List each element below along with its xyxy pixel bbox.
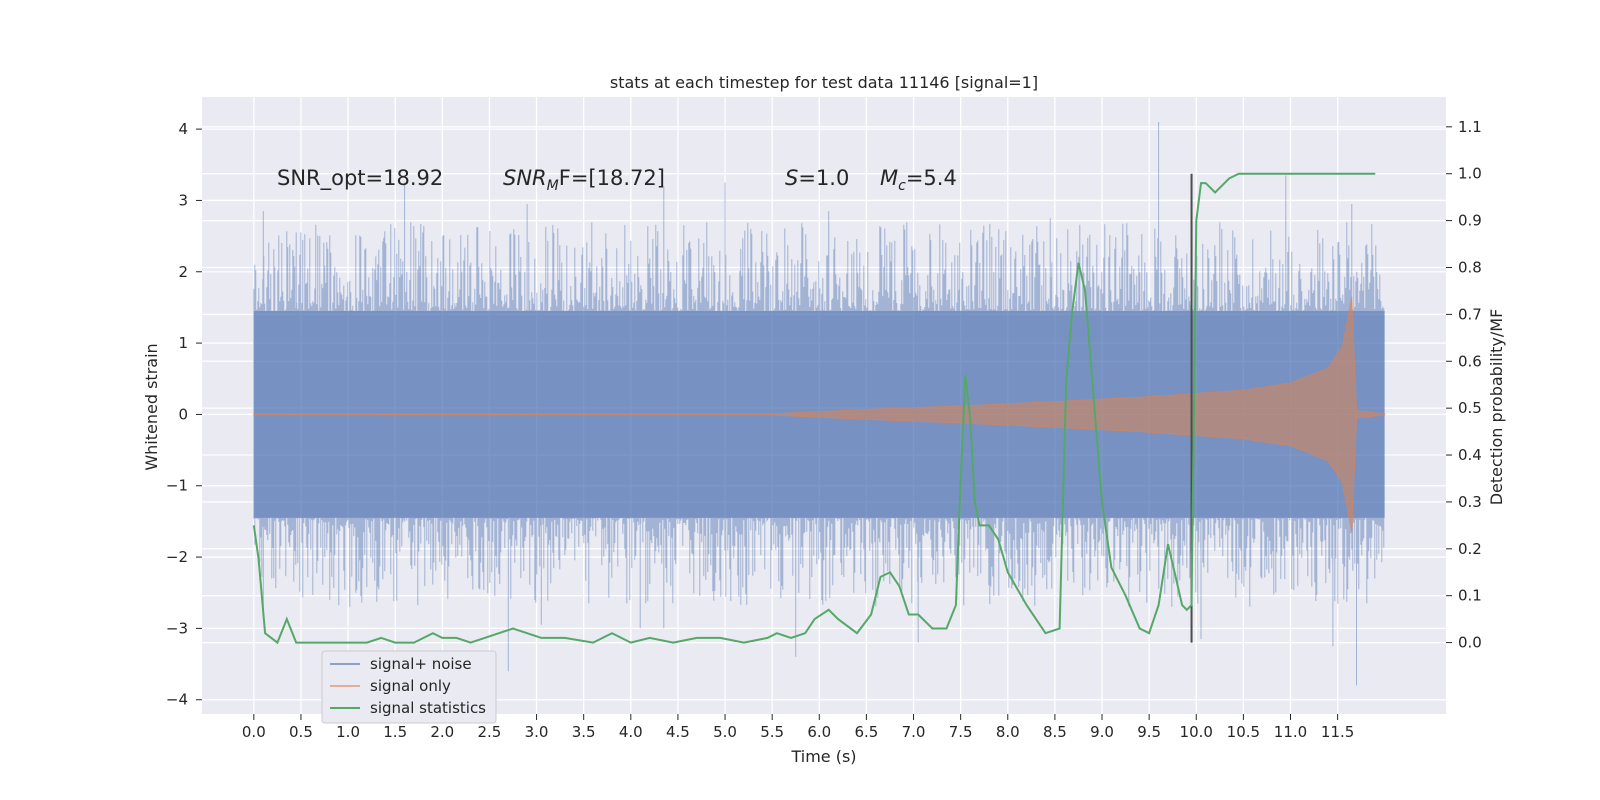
y-tick-label: −1 [166,477,188,495]
x-tick-label: 6.5 [854,723,878,741]
legend-box [321,650,497,724]
y2-tick-label: 0.6 [1458,352,1482,370]
y2-tick-label: 0.4 [1458,446,1482,464]
x-tick-label: 8.0 [996,723,1020,741]
snr-mf-symbol: SNR [503,166,547,190]
y-tick-label: 2 [178,263,188,281]
x-axis-label: Time (s) [790,747,856,766]
y2-axis-label: Detection probability/MF [1487,309,1506,506]
y-tick-label: −2 [166,548,188,566]
y-tick-label: −4 [166,691,188,709]
x-tick-label: 4.0 [619,723,643,741]
annotation-s: S=1.0 [785,166,849,190]
y2-tick-label: 0.1 [1458,587,1482,605]
x-tick-label: 3.0 [525,723,549,741]
x-tick-label: 10.0 [1180,723,1213,741]
x-tick-label: 11.5 [1321,723,1354,741]
annotation-mc: Mc=5.4 [880,166,957,194]
x-tick-label: 5.5 [760,723,784,741]
x-tick-label: 1.5 [383,723,407,741]
y2-tick-label: 0.7 [1458,305,1482,323]
x-tick-label: 11.0 [1274,723,1307,741]
x-tick-label: 4.5 [666,723,690,741]
x-tick-label: 0.5 [289,723,313,741]
y2-tick-label: 1.0 [1458,165,1482,183]
y-tick-label: 4 [178,120,188,138]
x-tick-label: 10.5 [1227,723,1260,741]
signal-statistics-line [252,172,1376,645]
y2-tick-label: 0.0 [1458,634,1482,652]
legend-label-noise: signal+ noise [370,655,472,673]
x-tick-label: 9.5 [1137,723,1161,741]
annotation-snr-opt: SNR_opt=18.92 [277,166,443,191]
legend: signal+ noise signal only signal statist… [321,650,497,724]
y2-tick-label: 0.5 [1458,399,1482,417]
x-tick-label: 3.5 [572,723,596,741]
snr-mf-rest: F=[18.72] [559,166,665,190]
y2-tick-label: 0.3 [1458,493,1482,511]
y-tick-label: 1 [178,334,188,352]
mc-value: =5.4 [906,166,957,190]
chart-title: stats at each timestep for test data 111… [610,73,1038,92]
x-tick-label: 7.5 [949,723,973,741]
x-tick-label: 5.0 [713,723,737,741]
legend-label-signal: signal only [370,677,451,695]
y-tick-label: −3 [166,619,188,637]
y-tick-label: 0 [178,405,188,423]
x-tick-label: 2.0 [430,723,454,741]
x-tick-label: 6.0 [807,723,831,741]
x-tick-label: 7.0 [902,723,926,741]
x-tick-label: 9.0 [1090,723,1114,741]
signal-only-series [252,296,1386,533]
y2-tick-label: 0.2 [1458,540,1482,558]
s-value: =1.0 [798,166,849,190]
x-tick-label: 1.0 [336,723,360,741]
mc-subscript: c [898,178,906,194]
snr-mf-subscript: M [547,178,559,194]
y-axis-label: Whitened strain [142,343,161,470]
y2-tick-label: 0.9 [1458,212,1482,230]
s-symbol: S [785,166,798,190]
y2-tick-label: 1.1 [1458,118,1482,136]
y-tick-label: 3 [178,191,188,209]
x-tick-label: 2.5 [478,723,502,741]
legend-label-stats: signal statistics [370,699,486,717]
y2-tick-label: 0.8 [1458,258,1482,276]
axis-ticks: 0.0 0.5 1.0 1.5 2.0 2.5 3.0 3.5 4.0 4.5 5.0 5.5 6.0 6… [166,118,1482,741]
annotation-snr-mf: SNRMF=[18.72] [503,166,665,194]
x-tick-label: 8.5 [1043,723,1067,741]
x-tick-label: 0.0 [242,723,266,741]
mc-symbol: M [880,166,898,190]
